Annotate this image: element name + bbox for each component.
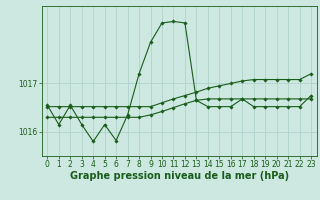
X-axis label: Graphe pression niveau de la mer (hPa): Graphe pression niveau de la mer (hPa) [70, 171, 289, 181]
